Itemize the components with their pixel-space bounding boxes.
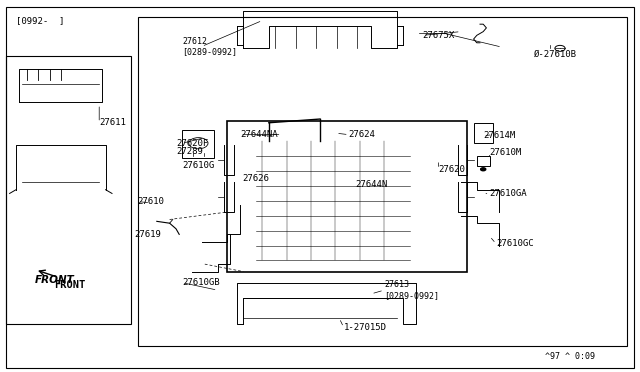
Text: 27624: 27624 [349, 130, 376, 139]
Text: Ø-27610B: Ø-27610B [534, 49, 577, 58]
Text: 27626: 27626 [242, 174, 269, 183]
Bar [474, 123, 493, 143]
Text: 27610G: 27610G [182, 161, 214, 170]
Text: FRONT: FRONT [35, 275, 74, 285]
Text: 27289: 27289 [176, 147, 203, 156]
Text: 27610GB: 27610GB [182, 278, 220, 287]
Bar [227, 121, 467, 272]
Text: ^97 ^ 0:09: ^97 ^ 0:09 [545, 352, 595, 361]
Text: 27611: 27611 [99, 118, 126, 127]
Text: 27610GA: 27610GA [490, 189, 527, 198]
Circle shape [481, 168, 486, 171]
Text: 1-27015D: 1-27015D [344, 323, 387, 332]
Text: 27644NA: 27644NA [240, 130, 278, 139]
Text: 27620F: 27620F [176, 139, 208, 148]
Bar [138, 17, 627, 346]
Text: 27610M: 27610M [490, 148, 522, 157]
Text: 27612
[0289-0992]: 27612 [0289-0992] [182, 37, 237, 56]
Text: 27644N: 27644N [355, 180, 387, 189]
Bar [182, 130, 214, 158]
Text: 27675X: 27675X [422, 31, 454, 40]
Text: 27619: 27619 [134, 230, 161, 239]
Bar [6, 56, 131, 324]
Text: 27614M: 27614M [483, 131, 515, 140]
Text: 27610GC: 27610GC [496, 239, 534, 248]
Text: 27613
[0289-0992]: 27613 [0289-0992] [384, 280, 439, 300]
Text: FRONT: FRONT [54, 280, 86, 289]
Text: [0992-  ]: [0992- ] [16, 16, 65, 25]
Bar [477, 156, 490, 166]
Text: 27620: 27620 [438, 165, 465, 174]
Text: 27610: 27610 [138, 197, 164, 206]
